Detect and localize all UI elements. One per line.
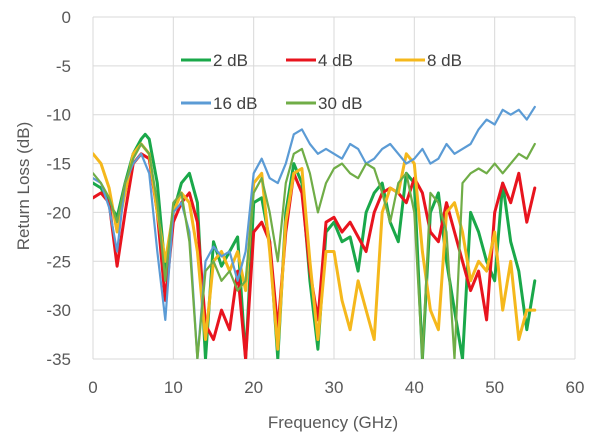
- legend-label: 30 dB: [318, 94, 362, 113]
- y-tick-label: -35: [46, 350, 71, 369]
- legend-label: 8 dB: [427, 51, 462, 70]
- y-tick-label: -5: [56, 57, 71, 76]
- y-tick-labels: 0 -5 -10 -15 -20 -25 -30 -35: [46, 8, 71, 369]
- y-tick-label: -10: [46, 106, 71, 125]
- x-tick-label: 10: [164, 378, 183, 397]
- x-tick-labels: 0 10 20 30 40 50 60: [88, 378, 584, 397]
- x-tick-label: 40: [405, 378, 424, 397]
- legend-label: 16 dB: [213, 94, 257, 113]
- y-tick-label: -25: [46, 252, 71, 271]
- x-tick-label: 60: [566, 378, 585, 397]
- series-line-16-db: [93, 105, 536, 359]
- x-tick-label: 0: [88, 378, 97, 397]
- series-line-2-db: [93, 132, 537, 359]
- series-line-30-db: [93, 142, 536, 359]
- y-tick-label: 0: [62, 8, 71, 27]
- legend-label: 2 dB: [213, 51, 248, 70]
- y-tick-label: -15: [46, 155, 71, 174]
- x-tick-label: 20: [244, 378, 263, 397]
- x-tick-label: 30: [325, 378, 344, 397]
- x-tick-label: 50: [485, 378, 504, 397]
- legend-label: 4 dB: [318, 51, 353, 70]
- legend: 2 dB 4 dB 8 dB 16 dB 30 dB: [181, 51, 462, 113]
- y-axis-title: Return Loss (dB): [14, 122, 33, 251]
- series-layer: [93, 105, 537, 359]
- x-axis-title: Frequency (GHz): [268, 413, 398, 432]
- y-tick-label: -20: [46, 203, 71, 222]
- y-tick-label: -30: [46, 301, 71, 320]
